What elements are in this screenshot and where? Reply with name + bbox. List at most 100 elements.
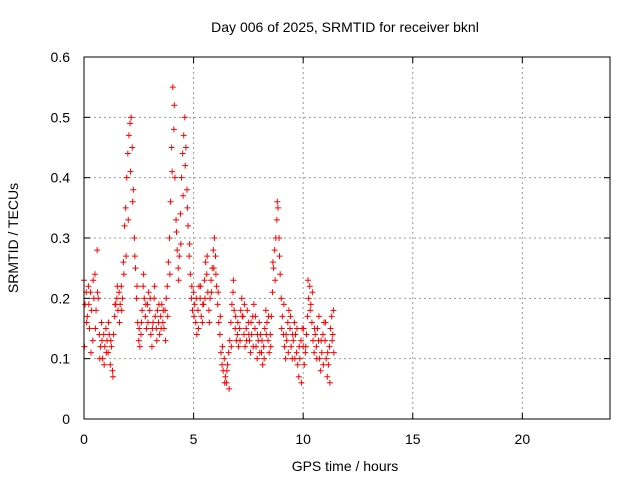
data-point (201, 295, 208, 302)
data-point (278, 295, 285, 302)
data-point (95, 295, 102, 302)
data-point (235, 343, 242, 350)
data-point (156, 331, 163, 338)
data-point (256, 349, 263, 356)
data-point (203, 271, 210, 278)
data-point (226, 337, 233, 344)
data-point (119, 295, 126, 302)
data-point (170, 126, 177, 133)
data-point (186, 241, 193, 248)
data-point (234, 331, 241, 338)
data-point (85, 301, 92, 308)
data-point (152, 313, 159, 320)
data-point (177, 241, 184, 248)
data-point (85, 283, 92, 290)
data-point (319, 331, 326, 338)
data-point (164, 313, 171, 320)
data-point (199, 319, 206, 326)
data-point (269, 259, 276, 266)
data-point (84, 313, 91, 320)
y-axis-label: SRMTID / TECUs (5, 183, 21, 293)
data-point (127, 120, 134, 127)
data-point (90, 277, 97, 284)
data-point (284, 319, 291, 326)
data-point (113, 295, 120, 302)
data-point (140, 271, 147, 278)
data-point (317, 367, 324, 374)
data-point (211, 235, 218, 241)
data-point (250, 343, 257, 350)
data-point (171, 102, 178, 109)
data-point (184, 186, 191, 193)
data-point (245, 331, 252, 338)
data-point (274, 204, 281, 211)
data-point (254, 355, 261, 362)
data-point (283, 337, 290, 344)
data-point (169, 84, 176, 91)
x-tick-label: 5 (190, 431, 198, 447)
data-point (86, 325, 93, 332)
data-point (175, 277, 182, 284)
data-point (197, 283, 204, 290)
data-point (271, 247, 278, 254)
data-point (140, 283, 147, 290)
data-point (169, 168, 176, 175)
data-point (330, 349, 337, 356)
data-point (223, 367, 230, 374)
data-point (231, 307, 238, 314)
data-point (289, 331, 296, 338)
data-point (164, 283, 171, 290)
data-point (260, 343, 267, 350)
data-point (107, 361, 114, 368)
data-point (129, 144, 136, 151)
data-point (149, 325, 156, 332)
data-point (294, 325, 301, 332)
data-point (208, 277, 215, 284)
data-point (307, 301, 314, 308)
data-point (136, 325, 143, 332)
data-point (293, 349, 300, 356)
data-point (230, 277, 237, 284)
data-point (276, 235, 283, 241)
data-point (173, 216, 180, 223)
data-point (129, 198, 136, 205)
data-point (324, 349, 331, 356)
data-point (132, 265, 139, 272)
data-point (325, 361, 332, 368)
data-point (134, 283, 141, 290)
data-point (116, 319, 123, 326)
data-point (105, 319, 112, 326)
data-point (189, 307, 196, 314)
data-point (159, 319, 166, 326)
data-point (157, 313, 164, 320)
data-point (272, 277, 279, 284)
data-point (199, 301, 206, 308)
data-point (232, 313, 239, 320)
data-point (221, 379, 228, 386)
data-point (296, 355, 303, 362)
plot-area-frame (83, 56, 611, 420)
data-point (137, 331, 144, 338)
data-point (148, 343, 155, 350)
data-point (146, 307, 153, 314)
data-point (301, 361, 308, 368)
data-point (310, 337, 317, 344)
data-point (252, 313, 259, 320)
data-point (178, 174, 185, 181)
y-tick-label: 0.2 (51, 290, 71, 306)
data-point (147, 331, 154, 338)
data-point (270, 265, 277, 272)
data-point (269, 289, 276, 296)
data-point (150, 319, 157, 326)
data-point (120, 271, 127, 278)
data-point (224, 361, 231, 368)
data-point (180, 192, 187, 199)
data-point (190, 289, 197, 296)
data-point (117, 301, 124, 308)
data-point (228, 343, 235, 350)
data-point (302, 349, 309, 356)
y-tick-label: 0 (62, 411, 70, 427)
data-point (267, 343, 274, 350)
data-point (135, 337, 142, 344)
data-point (128, 114, 135, 121)
